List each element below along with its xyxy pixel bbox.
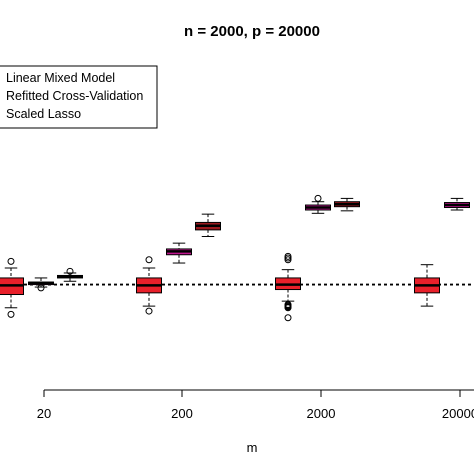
box-scaled-lasso-m-200: [195, 213, 221, 238]
outlier-point: [284, 300, 292, 308]
x-axis-label: m: [247, 440, 258, 455]
legend-entry-refitted-cross-validation: Refitted Cross-Validation: [6, 89, 143, 103]
box-refitted-cross-validation-m-20000: [444, 197, 470, 211]
box-refitted-cross-validation-m-200: [166, 242, 192, 264]
x-tick-label-20: 20: [37, 406, 51, 421]
outlier-point: [284, 252, 292, 260]
outlier-point: [66, 267, 74, 275]
outlier-point: [145, 256, 153, 264]
x-tick-label-200: 200: [171, 406, 193, 421]
box-scaled-lasso-m-2000: [334, 197, 360, 212]
box-refitted-cross-validation-m-2000: [305, 194, 331, 214]
outlier-point: [7, 310, 15, 318]
box-linear-mixed-model-m-200: [136, 256, 162, 315]
legend-entry-scaled-lasso: Scaled Lasso: [6, 107, 81, 121]
outlier-point: [145, 307, 153, 315]
x-tick-label-2000: 2000: [307, 406, 336, 421]
outlier-point: [314, 194, 322, 202]
legend-box: [0, 65, 158, 129]
outlier-point: [284, 314, 292, 322]
outlier-point: [37, 284, 45, 292]
box-linear-mixed-model-m-2000: [275, 252, 301, 322]
box-scaled-lasso-m-20: [57, 267, 83, 282]
x-axis: 20 200 2000 20000: [37, 389, 474, 421]
legend-entry-linear-mixed-model: Linear Mixed Model: [6, 71, 115, 85]
box-linear-mixed-model-m-20000: [414, 264, 440, 307]
box-refitted-cross-validation-m-20: [28, 277, 54, 292]
outlier-point: [7, 257, 15, 265]
plot-area: [0, 194, 474, 322]
chart-title: n = 2000, p = 20000: [184, 23, 320, 40]
x-tick-label-20000: 20000: [442, 406, 474, 421]
box-linear-mixed-model-m-20: [0, 257, 24, 318]
legend: Linear Mixed Model Refitted Cross-Valida…: [0, 65, 158, 129]
